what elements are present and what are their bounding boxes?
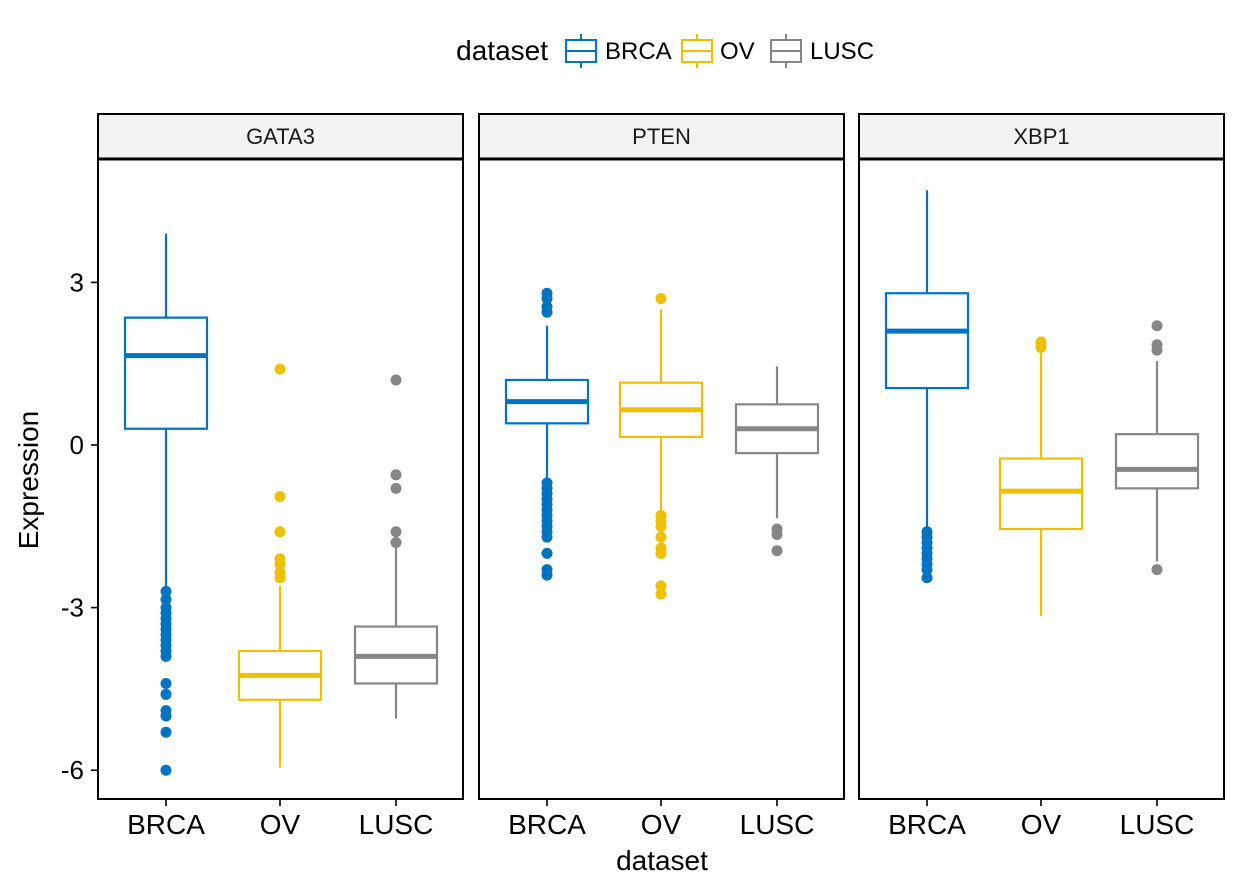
box-lusc xyxy=(734,366,820,557)
outlier-point xyxy=(390,469,402,481)
box-iqr xyxy=(884,292,970,390)
facet-strip-label: XBP1 xyxy=(1013,124,1069,149)
outlier-point xyxy=(390,526,402,538)
box-ov xyxy=(237,363,323,768)
facet-strip-label: PTEN xyxy=(632,124,691,149)
x-tick-label: BRCA xyxy=(888,809,966,840)
legend-title: dataset xyxy=(456,35,548,66)
outlier-point xyxy=(921,572,933,584)
x-tick-label: BRCA xyxy=(508,809,586,840)
outlier-point xyxy=(655,293,667,305)
legend-label: OV xyxy=(720,38,755,65)
y-tick-label: 0 xyxy=(70,430,84,460)
outlier-point xyxy=(1151,320,1163,332)
outlier-point xyxy=(160,726,172,738)
outlier-point xyxy=(274,558,286,570)
y-axis: -6 -3 0 3 xyxy=(61,267,98,785)
x-axis-title: dataset xyxy=(616,845,708,876)
box-iqr xyxy=(998,457,1084,531)
outlier-point xyxy=(390,482,402,494)
outlier-point xyxy=(274,526,286,538)
x-tick-label: LUSC xyxy=(740,809,815,840)
outlier-point xyxy=(771,528,783,540)
outlier-point xyxy=(541,293,553,305)
outlier-point xyxy=(1151,344,1163,356)
panel-gata3: GATA3 BRCA OV LUSC xyxy=(97,113,464,840)
legend: dataset BRCA OV LUSC xyxy=(456,34,874,68)
facet-strip-label: GATA3 xyxy=(246,124,315,149)
box-iqr xyxy=(123,316,209,430)
box-ov xyxy=(618,293,704,600)
outlier-point xyxy=(160,688,172,700)
outlier-point xyxy=(541,547,553,559)
outlier-point xyxy=(390,537,402,549)
outlier-point xyxy=(655,580,667,592)
outlier-point xyxy=(160,593,172,605)
box-brca xyxy=(123,233,209,776)
outlier-point xyxy=(655,531,667,543)
outlier-point xyxy=(921,564,933,576)
x-tick-label: OV xyxy=(1021,809,1062,840)
panel-xbp1: XBP1 BRCA OV LUSC xyxy=(858,113,1225,840)
legend-label: LUSC xyxy=(810,38,874,65)
x-tick-label: LUSC xyxy=(1120,809,1195,840)
panel-pten: PTEN BRCA OV LUSC xyxy=(478,113,845,840)
outlier-point xyxy=(1151,564,1163,576)
x-tick-label: LUSC xyxy=(359,809,434,840)
box-iqr xyxy=(1114,433,1200,490)
outlier-point xyxy=(541,306,553,318)
outlier-point xyxy=(655,588,667,600)
outlier-point xyxy=(274,490,286,502)
outlier-point xyxy=(160,764,172,776)
y-tick-label: 3 xyxy=(70,267,84,297)
y-tick-label: -6 xyxy=(61,755,84,785)
outlier-point xyxy=(655,520,667,532)
x-tick-label: BRCA xyxy=(127,809,205,840)
outlier-point xyxy=(771,545,783,557)
box-ov xyxy=(998,336,1084,616)
outlier-point xyxy=(160,677,172,689)
box-brca xyxy=(884,190,970,584)
box-lusc xyxy=(1114,320,1200,576)
outlier-point xyxy=(655,547,667,559)
x-tick-label: OV xyxy=(641,809,682,840)
outlier-point xyxy=(1035,341,1047,353)
facet-panels: GATA3 BRCA OV LUSC PTEN BRCA OV LUSC XBP1 BRCA OV L… xyxy=(97,113,1225,840)
facet-strip xyxy=(858,113,1225,160)
legend-label: BRCA xyxy=(605,38,672,65)
box-lusc xyxy=(353,374,439,719)
outlier-point xyxy=(160,650,172,662)
legend-key-ov xyxy=(681,34,713,68)
facet-strip xyxy=(478,113,845,160)
x-tick-label: OV xyxy=(260,809,301,840)
outlier-point xyxy=(390,374,402,386)
y-axis-title: Expression xyxy=(13,411,44,550)
outlier-point xyxy=(541,569,553,581)
outlier-point xyxy=(160,710,172,722)
outlier-point xyxy=(160,585,172,597)
outlier-point xyxy=(274,572,286,584)
outlier-point xyxy=(541,531,553,543)
legend-key-brca xyxy=(565,34,597,68)
y-tick-label: -3 xyxy=(61,593,84,623)
box-brca xyxy=(504,287,590,581)
outlier-point xyxy=(274,363,286,375)
legend-key-lusc xyxy=(770,34,802,68)
